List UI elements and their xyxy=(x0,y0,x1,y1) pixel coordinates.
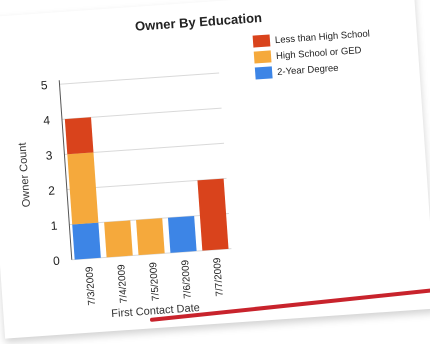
bars xyxy=(64,117,229,260)
y-tick-label: 5 xyxy=(40,78,48,92)
bar-segment xyxy=(67,152,99,225)
y-tick-label: 2 xyxy=(48,183,56,197)
x-tick-label: 7/3/2009 xyxy=(84,266,98,306)
legend-swatch xyxy=(254,66,273,80)
legend-label: Less than High School xyxy=(275,28,371,46)
x-tick-labels: 7/3/2009 7/4/2009 7/5/2009 7/6/2009 7/7/2009 xyxy=(84,257,225,306)
y-tick-label: 1 xyxy=(50,219,58,233)
x-tick-label: 7/4/2009 xyxy=(116,264,130,304)
y-axis-label: Owner Count xyxy=(17,142,33,207)
legend-label: High School or GED xyxy=(276,45,362,62)
bar-segment xyxy=(167,215,197,253)
y-tick-label: 4 xyxy=(43,113,51,127)
chart-title: Owner By Education xyxy=(135,10,263,34)
x-tick-label: 7/5/2009 xyxy=(148,261,162,301)
legend-swatch xyxy=(252,34,271,48)
grid-line xyxy=(59,72,220,85)
legend-swatch xyxy=(253,50,272,64)
y-axis-line xyxy=(58,80,73,260)
bar-segment xyxy=(136,218,165,256)
bar-segment xyxy=(64,117,94,155)
legend-label: 2-Year Degree xyxy=(277,63,339,78)
bar-segment xyxy=(197,178,229,251)
y-tick-labels: 0 1 2 3 4 5 xyxy=(40,78,60,268)
x-tick-label: 7/6/2009 xyxy=(180,259,194,299)
x-tick-label: 7/7/2009 xyxy=(212,257,226,297)
bar-segment xyxy=(104,220,133,258)
bar-segment xyxy=(72,222,101,260)
y-tick-label: 3 xyxy=(45,148,53,162)
y-tick-label: 0 xyxy=(53,254,61,268)
